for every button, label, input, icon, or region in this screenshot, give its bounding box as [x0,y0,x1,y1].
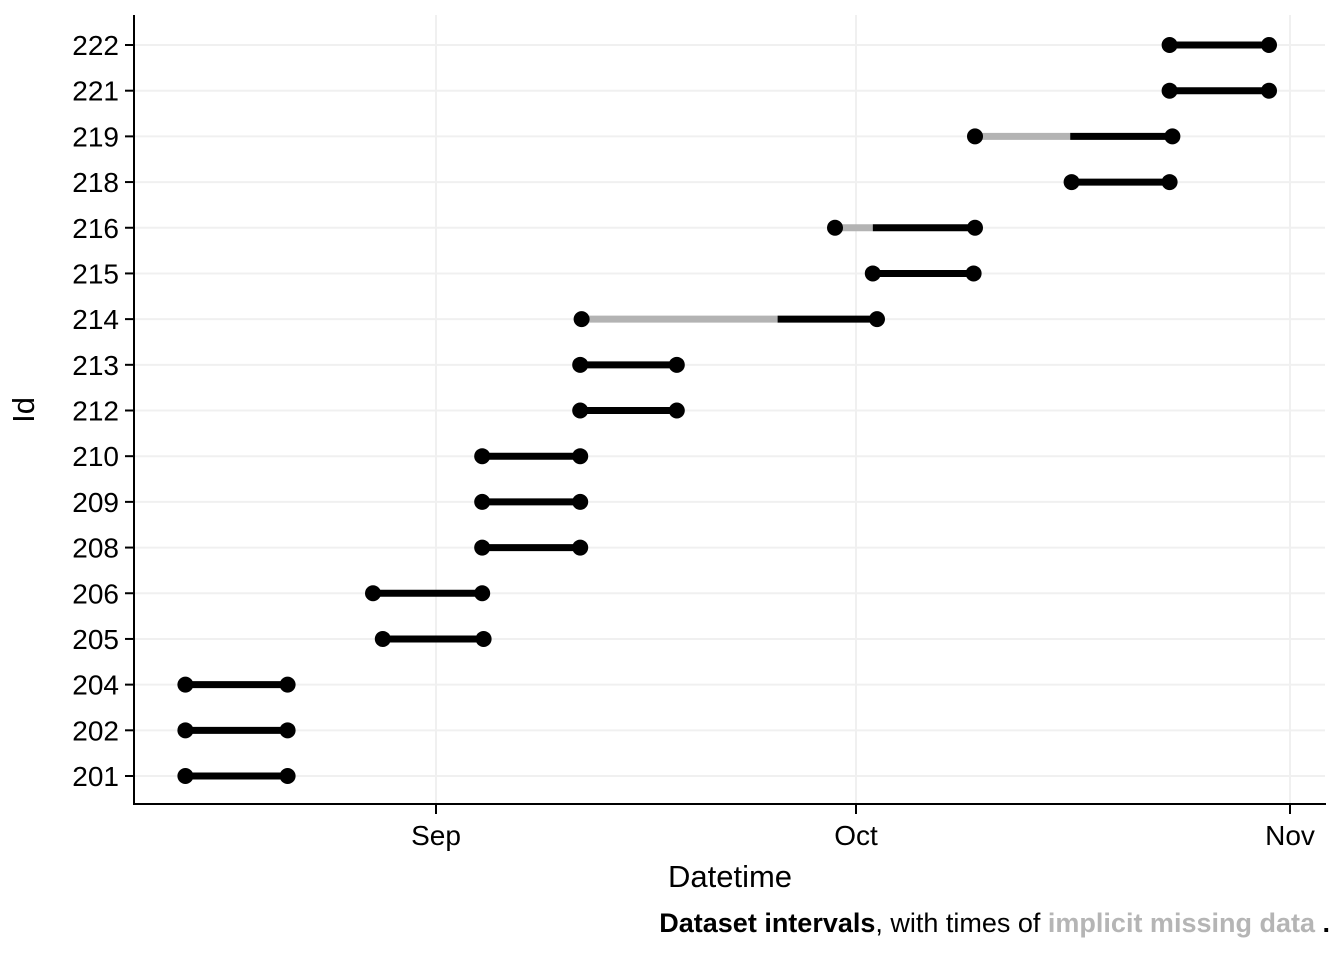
interval-start-dot-210 [474,448,491,465]
interval-end-dot-218 [1161,174,1178,191]
interval-end-dot-206 [474,585,491,602]
x-tick-label-sep: Sep [411,820,461,851]
x-tick-label-oct: Oct [834,820,878,851]
y-axis-title: Id [6,397,41,423]
interval-chart: 222 221 219 218 216 215 214 213 212 210 209 208 206 2… [6,15,1326,894]
y-tick-label-202: 202 [72,715,119,746]
y-tick-label-215: 215 [72,258,119,289]
y-tick-label-219: 219 [72,121,119,152]
interval-end-dot-213 [668,356,685,373]
figure-caption: Dataset intervals, with times of implici… [659,906,1330,940]
interval-end-dot-202 [279,722,296,739]
interval-start-dot-215 [864,265,881,282]
interval-end-dot-222 [1261,37,1277,53]
interval-start-dot-216 [827,219,843,236]
interval-end-dot-212 [668,402,685,419]
caption-period: . [1314,908,1330,938]
interval-start-dot-201 [177,768,194,784]
y-tick-label-212: 212 [72,396,119,427]
y-tick-label-222: 222 [72,30,119,61]
interval-start-dot-202 [177,722,194,739]
interval-start-dot-209 [474,493,491,510]
y-tick-label-208: 208 [72,533,119,564]
y-tick-label-214: 214 [72,304,119,335]
interval-start-dot-213 [572,356,589,373]
y-tick-label-210: 210 [72,441,119,472]
interval-end-dot-214 [869,311,885,328]
y-tick-label-201: 201 [72,761,119,792]
y-tick-label-221: 221 [72,76,119,107]
interval-start-dot-221 [1161,82,1178,99]
y-tick-label-209: 209 [72,487,119,518]
y-tick-label-205: 205 [72,624,119,655]
y-tick-label-213: 213 [72,350,119,381]
interval-start-dot-219 [967,128,983,145]
interval-start-dot-214 [573,311,590,328]
interval-end-dot-215 [965,265,982,282]
caption-title: Dataset intervals [659,908,876,938]
y-tick-label-218: 218 [72,167,119,198]
interval-end-dot-204 [279,676,296,693]
interval-start-dot-205 [374,630,391,647]
x-axis-title: Datetime [668,859,792,894]
interval-end-dot-216 [967,219,983,236]
x-tick-label-nov: Nov [1265,820,1315,851]
interval-start-dot-222 [1161,37,1178,53]
interval-end-dot-208 [572,539,589,556]
interval-start-dot-212 [572,402,589,419]
y-tick-label-206: 206 [72,578,119,609]
y-tick-label-204: 204 [72,670,119,701]
interval-end-dot-210 [572,448,589,465]
interval-start-dot-208 [474,539,491,556]
interval-start-dot-204 [177,676,194,693]
interval-end-dot-221 [1261,82,1277,99]
interval-end-dot-205 [475,630,492,647]
caption-middle-text: , with times of [875,908,1048,938]
interval-start-dot-206 [365,585,381,602]
caption-missing-data-label: implicit missing data [1047,908,1315,938]
y-tick-label-216: 216 [72,213,119,244]
interval-end-dot-209 [572,493,589,510]
interval-start-dot-218 [1063,174,1080,191]
interval-end-dot-201 [279,768,296,784]
interval-end-dot-219 [1164,128,1181,145]
